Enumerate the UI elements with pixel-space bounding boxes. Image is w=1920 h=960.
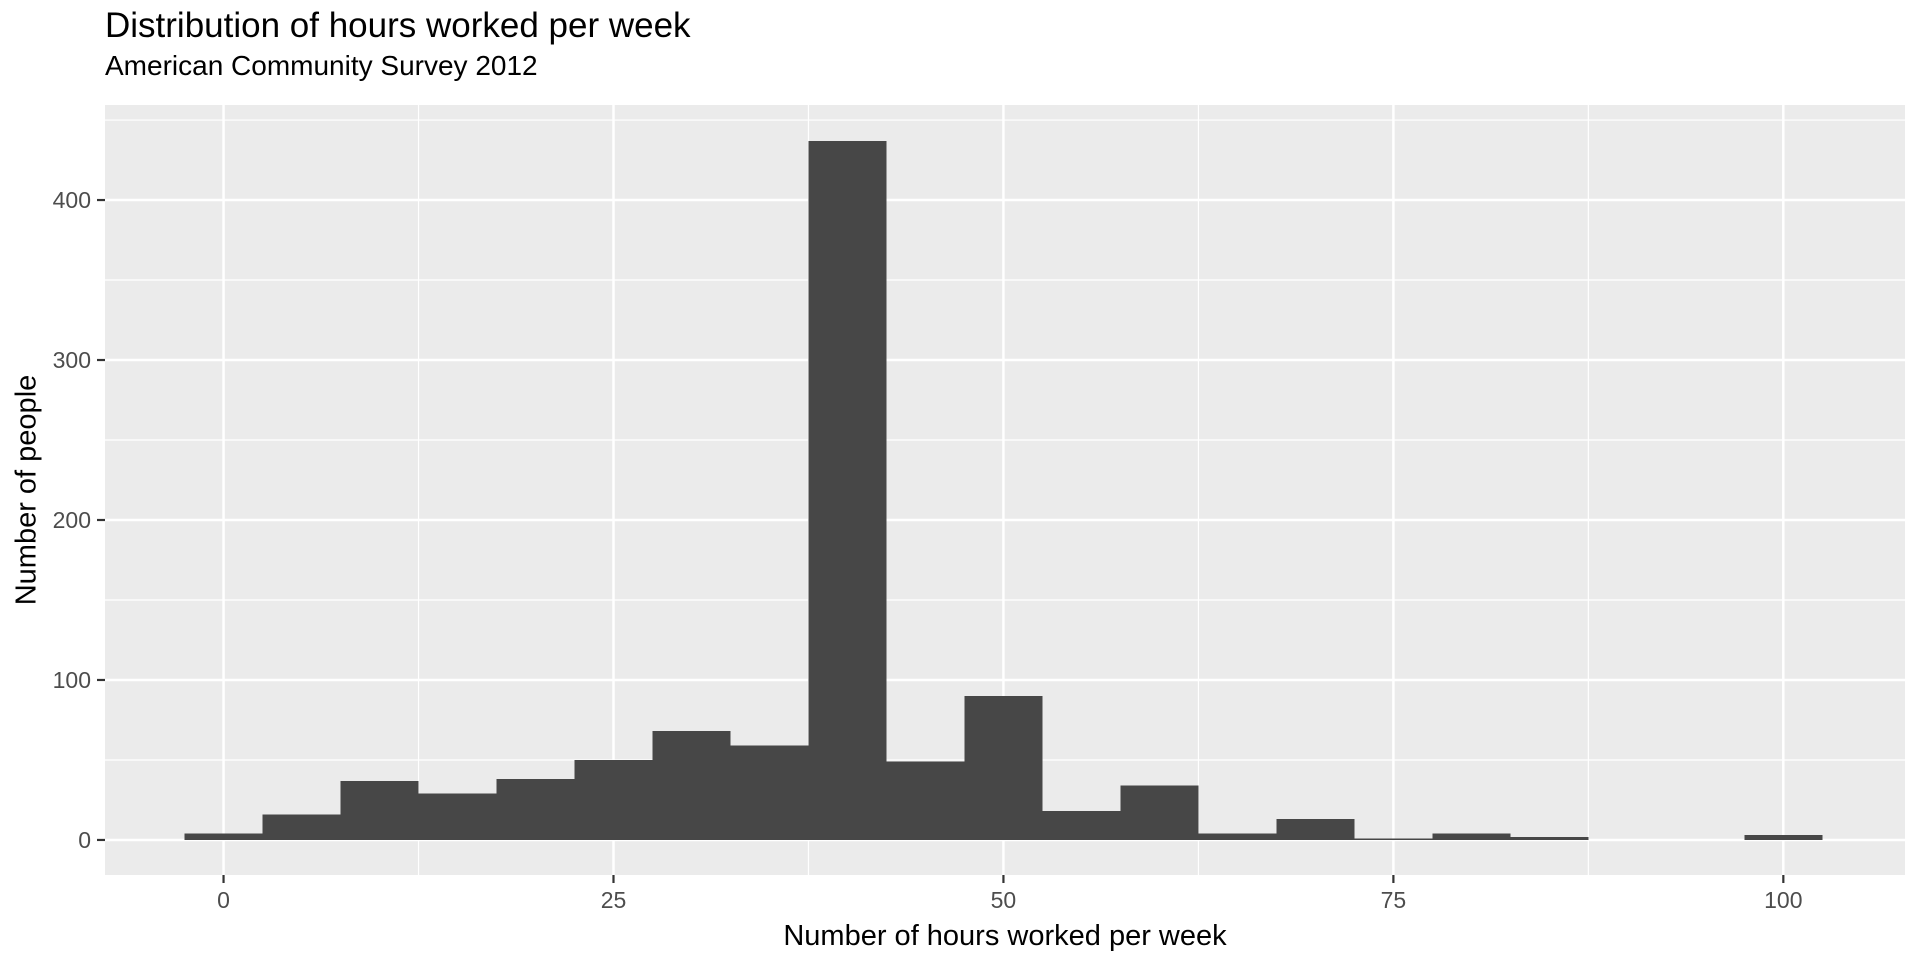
histogram-bar: [1354, 838, 1433, 840]
histogram-bar: [1198, 833, 1277, 840]
histogram-bar: [886, 761, 965, 840]
histogram-bar: [496, 779, 575, 840]
x-tick-label: 0: [217, 887, 230, 913]
histogram-bar: [184, 833, 263, 840]
histogram-bar: [262, 814, 341, 840]
histogram-bar: [418, 793, 497, 840]
x-tick-label: 100: [1764, 887, 1802, 913]
histogram-bar: [574, 759, 653, 840]
x-axis-title: Number of hours worked per week: [783, 920, 1227, 952]
y-tick-label: 300: [53, 347, 91, 373]
x-tick-label: 25: [601, 887, 627, 913]
histogram-bar: [1042, 811, 1121, 840]
y-tick-label: 200: [53, 507, 91, 533]
histogram-bar: [964, 695, 1043, 840]
histogram-bar: [1432, 833, 1511, 840]
histogram-bar: [808, 140, 887, 840]
x-tick-label: 50: [991, 887, 1017, 913]
y-tick-label: 0: [78, 827, 91, 853]
histogram-bar: [340, 780, 419, 840]
histogram-bar: [1120, 785, 1199, 840]
histogram-bar: [1510, 836, 1589, 840]
y-tick-label: 100: [53, 667, 91, 693]
histogram-bar: [1276, 819, 1355, 840]
x-tick-label: 75: [1381, 887, 1407, 913]
histogram-bar: [1744, 835, 1823, 840]
histogram-bar: [652, 731, 731, 840]
chart-subtitle: American Community Survey 2012: [105, 50, 538, 81]
y-tick-label: 400: [53, 187, 91, 213]
chart-title: Distribution of hours worked per week: [105, 6, 691, 45]
histogram-bar: [730, 745, 809, 840]
